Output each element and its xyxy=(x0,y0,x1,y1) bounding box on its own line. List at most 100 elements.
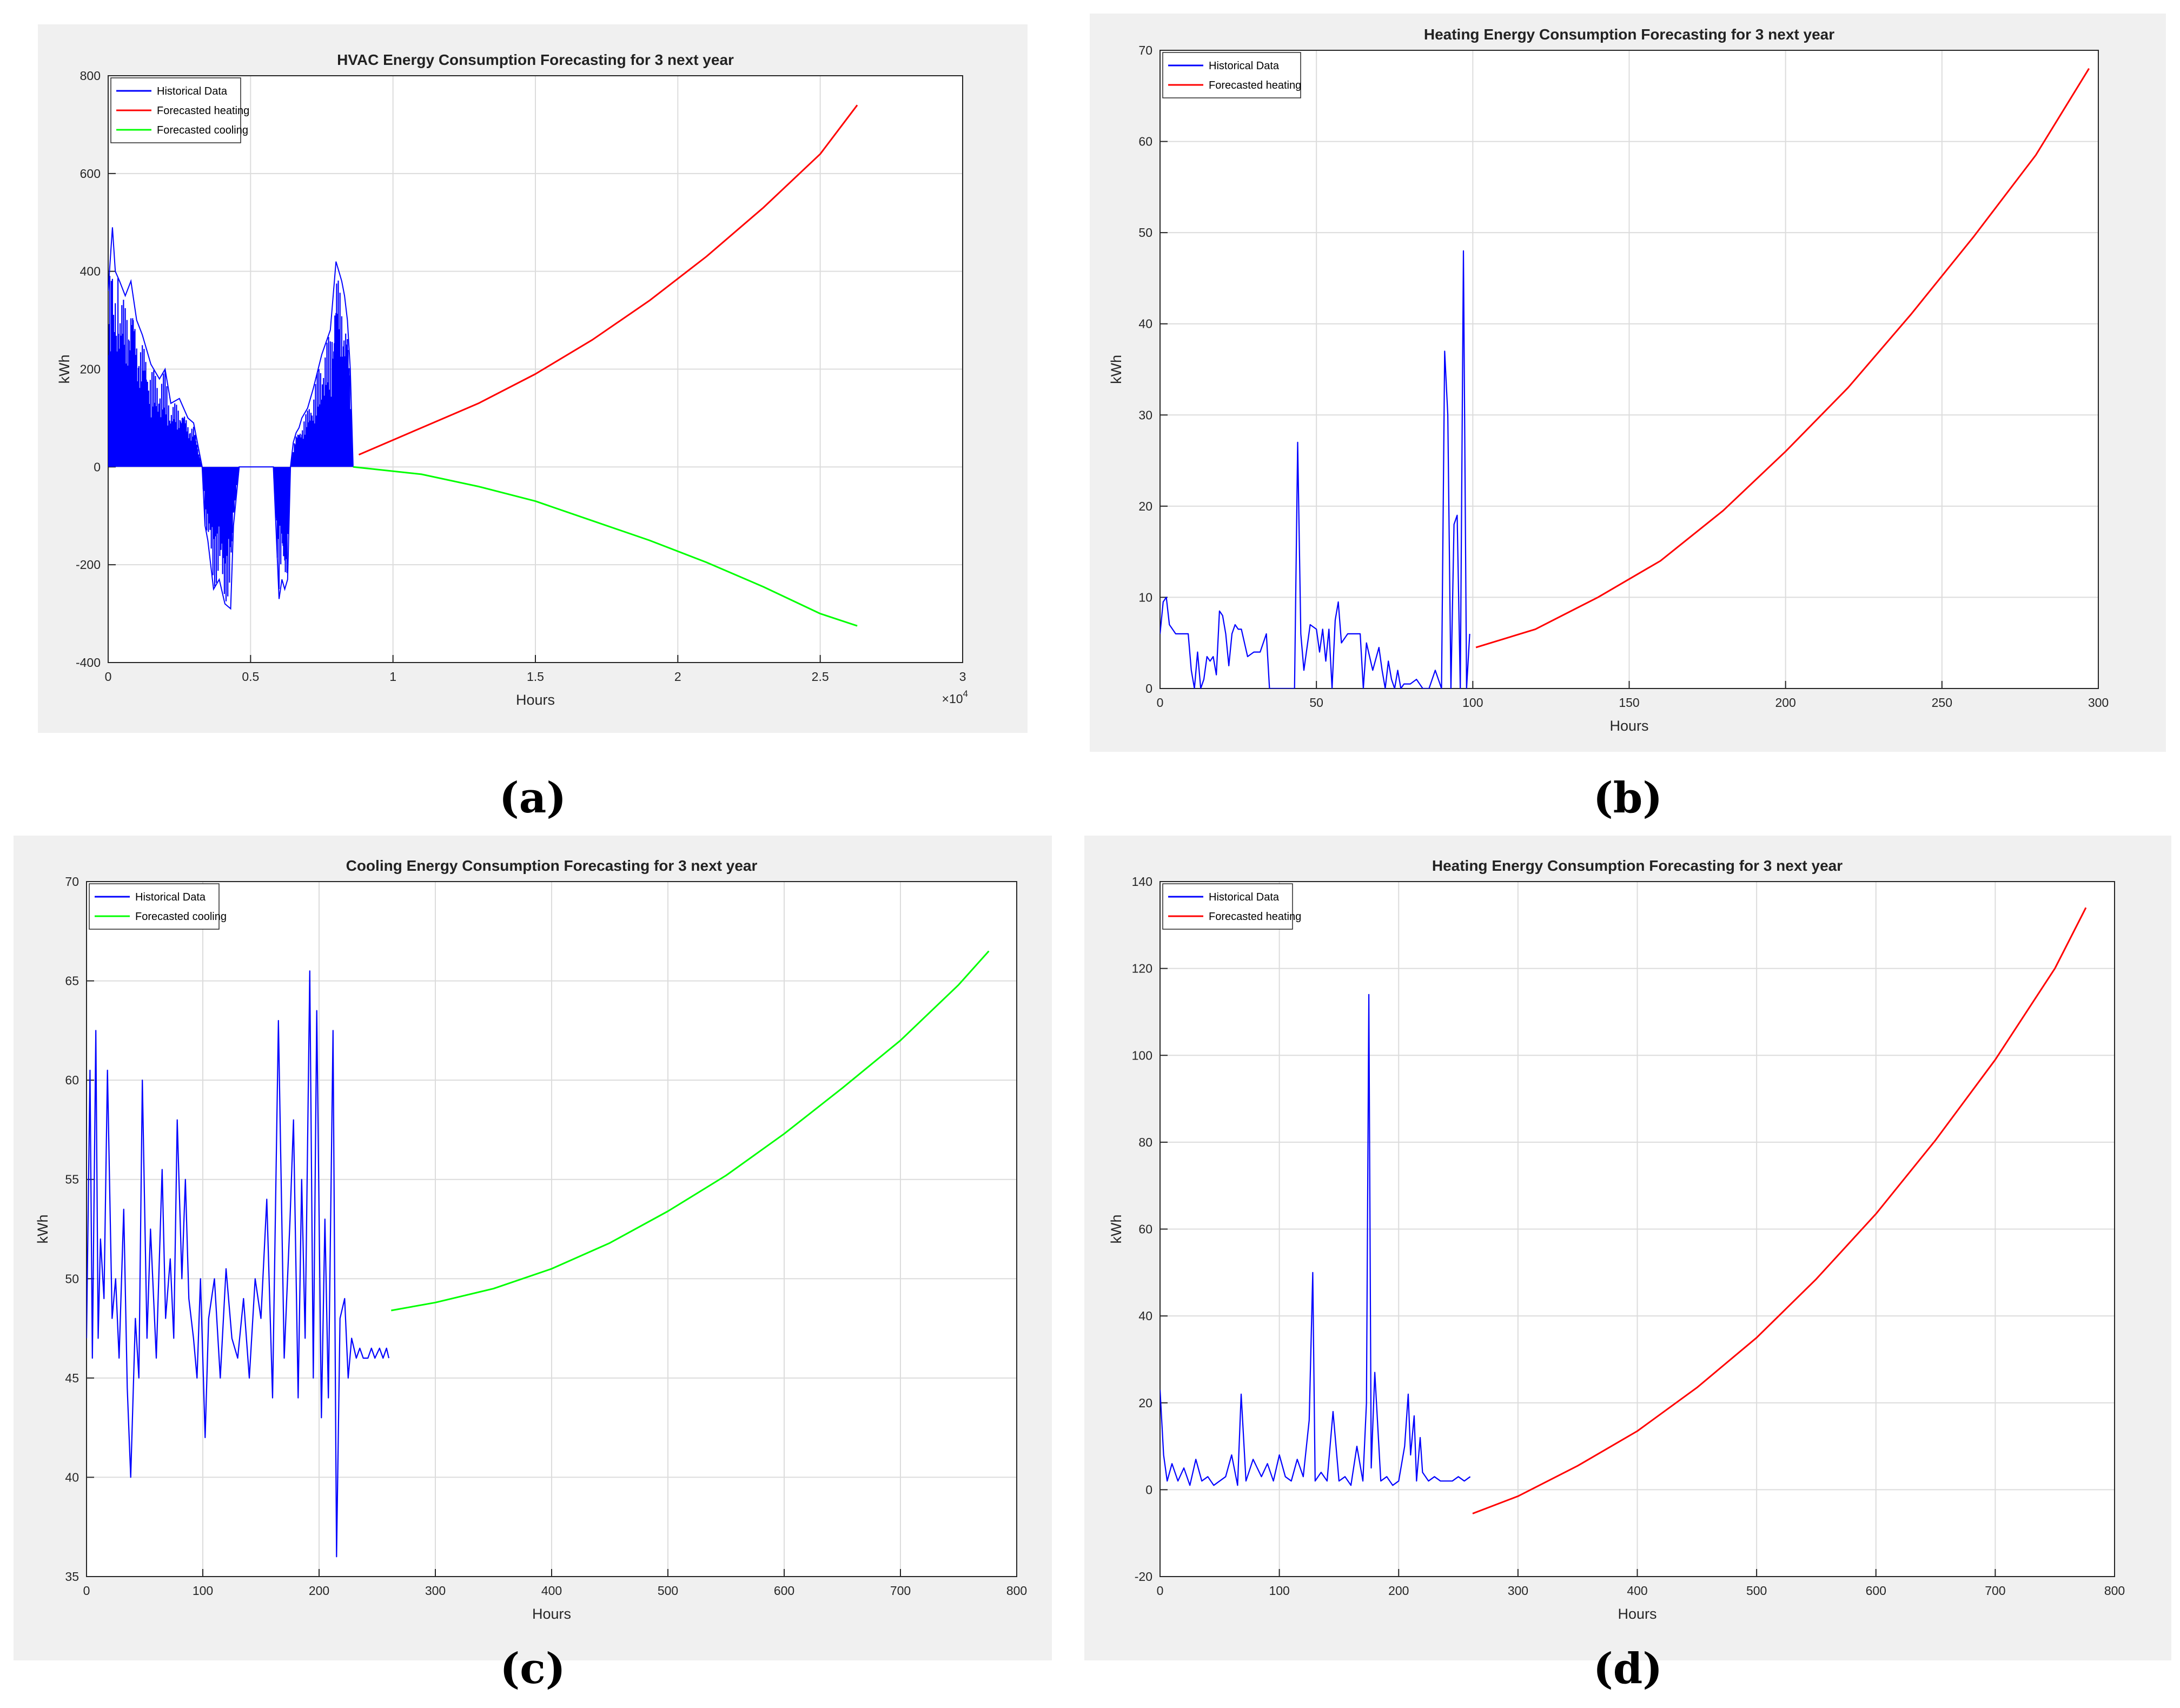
x-tick-label: 300 xyxy=(425,1584,446,1598)
x-tick-label: 500 xyxy=(658,1584,678,1598)
series-line-forecast xyxy=(391,950,990,1312)
y-tick-label: 65 xyxy=(65,974,79,988)
chart-b: 0 50 100 150 200 250 300 0 10 20 30 40 50 60 70 Heating… xyxy=(1108,26,2109,734)
series-line-forecast xyxy=(1475,68,2090,648)
legend-label: Historical Data xyxy=(1209,891,1280,903)
y-tick-label: 60 xyxy=(1138,135,1152,149)
x-tick-label: 100 xyxy=(1462,696,1483,710)
y-tick-label: 120 xyxy=(1132,962,1152,976)
y-tick-label: 40 xyxy=(1138,1309,1152,1323)
legend-label: Historical Data xyxy=(1209,60,1280,72)
legend-label: Forecasted heating xyxy=(157,105,249,117)
x-tick-label: 800 xyxy=(2104,1584,2125,1598)
x-axis-label: Hours xyxy=(1618,1606,1656,1622)
chart-panel-c: 0 100 200 300 400 500 600 700 800 35 40 45 50 55 60 65 7… xyxy=(14,836,1052,1660)
y-tick-label: 70 xyxy=(65,875,79,889)
caption-a: (a) xyxy=(499,773,567,823)
y-tick-label: 40 xyxy=(1138,317,1152,331)
x-tick-label: 0 xyxy=(1157,696,1164,710)
series-line-historical xyxy=(1160,250,1470,689)
y-tick-label: 140 xyxy=(1132,875,1152,889)
y-axis-label: kWh xyxy=(35,1215,51,1244)
x-tick-label: 400 xyxy=(1627,1584,1647,1598)
chart-a: 0 0.5 1 1.5 2 2.5 3 -400 -200 0 200 400 600 800 ×104 HV… xyxy=(56,51,968,708)
legend-label: Forecasted cooling xyxy=(135,911,227,923)
series-line-forecast xyxy=(1472,907,2087,1514)
series-group xyxy=(1160,68,2090,689)
caption-d: (d) xyxy=(1593,1644,1663,1693)
chart-title: Cooling Energy Consumption Forecasting f… xyxy=(346,857,758,874)
x-tick-label: 100 xyxy=(1269,1584,1289,1598)
chart-d: 0 100 200 300 400 500 600 700 800 -20 0 20 40 60 80 100… xyxy=(1108,857,2125,1622)
series-line-forecast xyxy=(353,466,858,627)
chart-panel-a: 0 0.5 1 1.5 2 2.5 3 -400 -200 0 200 400 600 800 ×104 HV… xyxy=(38,24,1028,733)
x-tick-label: 400 xyxy=(541,1584,562,1598)
y-tick-label: 600 xyxy=(80,167,101,181)
x-tick-label: 2.5 xyxy=(812,670,829,684)
y-tick-label: 400 xyxy=(80,264,101,279)
x-tick-label: 700 xyxy=(890,1584,911,1598)
y-tick-label: 20 xyxy=(1138,1396,1152,1410)
y-tick-label: -20 xyxy=(1135,1570,1152,1584)
caption-c: (c) xyxy=(500,1644,566,1693)
y-tick-label: -400 xyxy=(76,656,101,670)
x-tick-label: 700 xyxy=(1985,1584,2005,1598)
legend-box xyxy=(1162,883,1293,930)
y-tick-label: 45 xyxy=(65,1371,79,1385)
y-tick-label: 70 xyxy=(1138,43,1152,57)
series-line-historical xyxy=(87,970,390,1558)
y-tick-label: 30 xyxy=(1138,408,1152,422)
x-tick-label: 200 xyxy=(309,1584,329,1598)
y-tick-label: 80 xyxy=(1138,1135,1152,1149)
x-tick-label: 600 xyxy=(1866,1584,1886,1598)
y-tick-label: 10 xyxy=(1138,590,1152,604)
y-axis-label: kWh xyxy=(56,355,72,384)
y-tick-label: 800 xyxy=(80,69,101,83)
y-tick-label: 60 xyxy=(65,1073,79,1087)
series-group xyxy=(108,104,858,627)
x-tick-label: 1.5 xyxy=(527,670,544,684)
x-axis-label: Hours xyxy=(532,1606,571,1622)
x-tick-label: 250 xyxy=(1932,696,1952,710)
x-tick-label: 3 xyxy=(959,670,966,684)
x-tick-label: 100 xyxy=(193,1584,213,1598)
x-exponent-label: ×104 xyxy=(942,689,968,706)
x-tick-label: 150 xyxy=(1619,696,1639,710)
y-axis-label: kWh xyxy=(1108,355,1124,384)
x-tick-label: 0.5 xyxy=(242,670,259,684)
x-tick-label: 800 xyxy=(1006,1584,1027,1598)
y-tick-label: 100 xyxy=(1132,1048,1152,1062)
x-tick-label: 600 xyxy=(774,1584,794,1598)
y-tick-label: 20 xyxy=(1138,499,1152,513)
y-tick-label: 50 xyxy=(65,1272,79,1286)
y-tick-label: 55 xyxy=(65,1173,79,1187)
series-historical-envelope xyxy=(108,227,354,610)
x-tick-label: 200 xyxy=(1775,696,1795,710)
series-group xyxy=(87,950,990,1558)
y-tick-label: 50 xyxy=(1138,226,1152,240)
x-tick-label: 50 xyxy=(1309,696,1323,710)
y-tick-label: 0 xyxy=(1145,681,1152,696)
x-tick-label: 300 xyxy=(2088,696,2109,710)
x-tick-label: 200 xyxy=(1388,1584,1409,1598)
x-exponent-base: ×10 xyxy=(942,692,963,706)
legend-label: Historical Data xyxy=(157,85,228,97)
x-tick-label: 2 xyxy=(674,670,681,684)
series-line-historical xyxy=(1160,994,1471,1486)
y-tick-label: 35 xyxy=(65,1570,79,1584)
x-tick-label: 0 xyxy=(1157,1584,1164,1598)
caption-b: (b) xyxy=(1593,773,1663,823)
chart-title: HVAC Energy Consumption Forecasting for … xyxy=(337,51,734,68)
series-group xyxy=(1160,907,2087,1514)
y-tick-label: 0 xyxy=(1145,1482,1152,1497)
legend-label: Forecasted cooling xyxy=(157,124,248,136)
legend-label: Forecasted heating xyxy=(1209,911,1301,923)
y-axis-label: kWh xyxy=(1108,1215,1124,1244)
chart-panel-d: 0 100 200 300 400 500 600 700 800 -20 0 20 40 60 80 100… xyxy=(1084,836,2171,1660)
chart-panel-b: 0 50 100 150 200 250 300 0 10 20 30 40 50 60 70 Heating… xyxy=(1090,14,2166,752)
x-tick-label: 500 xyxy=(1746,1584,1767,1598)
x-tick-label: 300 xyxy=(1508,1584,1528,1598)
y-tick-label: 60 xyxy=(1138,1222,1152,1236)
x-tick-label: 0 xyxy=(105,670,112,684)
legend-box xyxy=(89,883,220,930)
